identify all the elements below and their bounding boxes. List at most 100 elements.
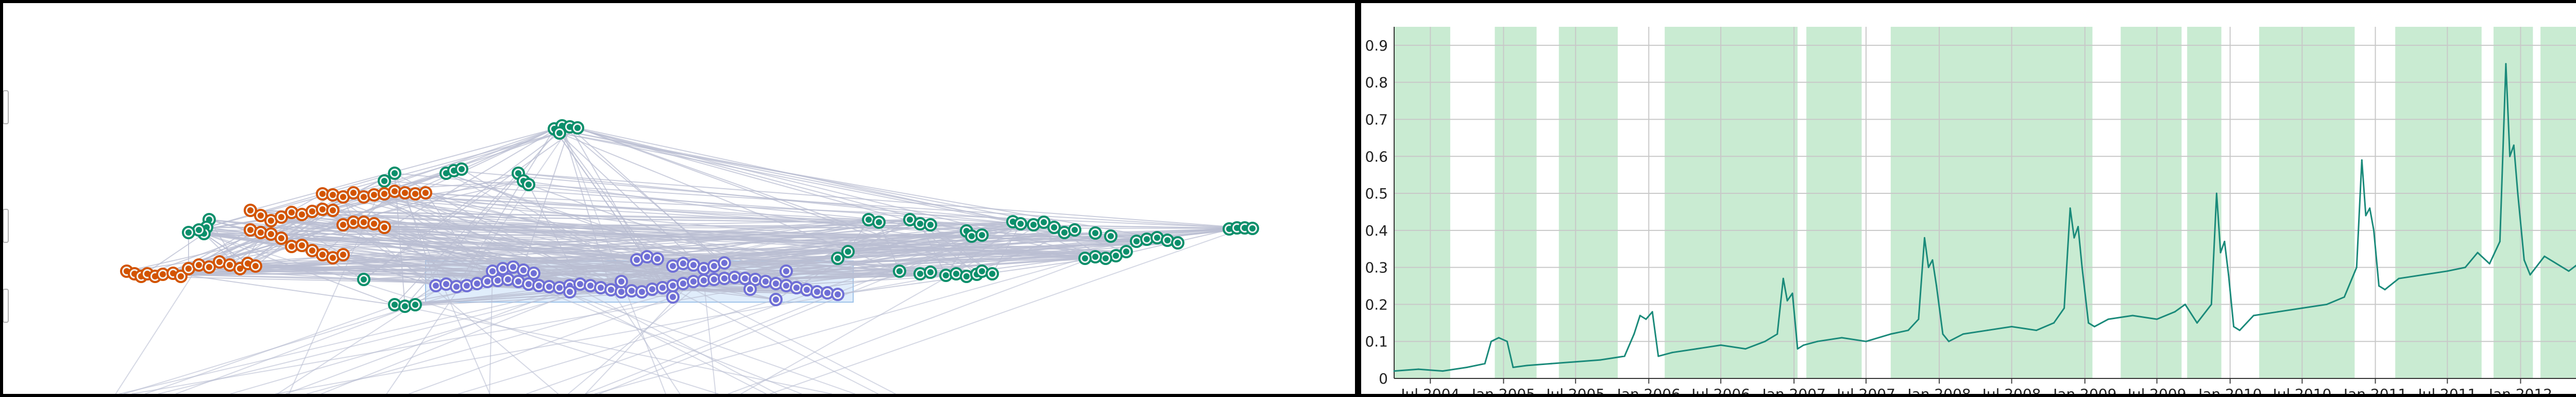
- node-core: [989, 271, 995, 277]
- x-tick-label: Jul 2009: [2127, 386, 2187, 394]
- data-point: [2355, 267, 2358, 269]
- graph-edge: [209, 242, 1178, 268]
- data-point: [2233, 325, 2235, 327]
- graph-edge: [526, 221, 1013, 394]
- graph-edge: [394, 191, 777, 394]
- node-core: [278, 235, 284, 241]
- data-point: [2277, 311, 2279, 313]
- node-core: [701, 266, 707, 272]
- node-core: [618, 278, 624, 285]
- graph-edge: [562, 125, 666, 394]
- node-core: [567, 289, 573, 295]
- graph-edge: [321, 285, 591, 394]
- node-core: [835, 255, 841, 261]
- data-point: [1931, 259, 1934, 261]
- graph-edge: [513, 223, 921, 268]
- data-point: [1696, 348, 1698, 350]
- node-core: [258, 212, 264, 219]
- node-core: [433, 283, 439, 289]
- x-tick-label: Jan 2006: [1616, 386, 1681, 394]
- data-point: [2011, 325, 2013, 327]
- node-core: [361, 276, 367, 283]
- zoom-in-control[interactable]: [3, 90, 9, 124]
- node-core: [495, 277, 501, 284]
- graph-edge: [703, 280, 717, 394]
- node-core: [443, 281, 449, 287]
- data-point: [1865, 340, 1867, 342]
- node-core: [484, 278, 490, 285]
- node-layer[interactable]: [120, 119, 1259, 313]
- node-core: [1092, 230, 1098, 236]
- data-point: [2509, 155, 2511, 157]
- shaded-period-0: [1394, 27, 1450, 378]
- graph-edge: [992, 223, 1021, 274]
- graph-edge: [384, 227, 802, 394]
- node-core: [289, 209, 295, 216]
- data-point: [2224, 240, 2226, 242]
- node-core: [510, 264, 516, 270]
- node-core: [474, 280, 480, 287]
- network-graph-panel[interactable]: [3, 3, 1355, 394]
- graph-edge: [240, 227, 1055, 269]
- data-point: [2252, 315, 2255, 317]
- node-core: [526, 281, 532, 287]
- graph-edge: [569, 126, 967, 231]
- node-core: [1113, 253, 1119, 259]
- node-core: [381, 224, 387, 230]
- graph-edge: [301, 214, 1253, 229]
- node-core: [237, 266, 243, 272]
- node-core: [927, 269, 934, 275]
- graph-edge: [945, 223, 1021, 276]
- node-core: [258, 229, 264, 236]
- reset-view-control[interactable]: [3, 289, 9, 323]
- graph-edge: [204, 233, 719, 394]
- graph-edge: [489, 271, 493, 394]
- node-core: [330, 207, 336, 213]
- node-core: [1123, 249, 1129, 255]
- data-point: [1490, 340, 1492, 342]
- data-point: [1599, 359, 1601, 361]
- data-point: [1506, 340, 1508, 342]
- graph-edge: [250, 210, 1127, 252]
- data-point: [1962, 333, 1964, 335]
- graph-edge: [188, 232, 653, 290]
- node-core: [690, 278, 697, 285]
- shaded-periods: [1394, 27, 2576, 378]
- data-point: [1907, 329, 1909, 332]
- graph-edge: [1012, 221, 1096, 257]
- node-core: [340, 194, 346, 200]
- data-point: [2422, 274, 2424, 276]
- node-core: [278, 214, 284, 220]
- node-core: [979, 232, 985, 238]
- data-point: [2156, 318, 2158, 320]
- node-core: [371, 221, 377, 227]
- shaded-period-3: [1665, 27, 1798, 378]
- graph-edge: [394, 304, 832, 394]
- data-point: [2053, 322, 2055, 324]
- data-point: [2505, 63, 2507, 65]
- data-point: [1550, 362, 1552, 365]
- zoom-out-control[interactable]: [3, 209, 9, 243]
- node-core: [350, 190, 357, 196]
- node-core: [721, 275, 727, 282]
- graph-edge: [569, 126, 921, 224]
- node-core: [732, 274, 738, 280]
- node-core: [392, 188, 398, 194]
- node-core: [1154, 235, 1160, 241]
- data-point: [2093, 325, 2095, 327]
- node-core: [556, 130, 563, 136]
- node-core: [598, 285, 604, 291]
- node-core: [526, 181, 532, 188]
- node-core: [711, 263, 717, 269]
- data-point: [2077, 226, 2079, 228]
- data-point: [2081, 267, 2083, 269]
- node-core: [160, 271, 166, 277]
- node-core: [1018, 221, 1024, 227]
- node-core: [268, 218, 274, 224]
- shaded-period-4: [1806, 27, 1862, 378]
- node-core: [680, 260, 686, 267]
- node-core: [670, 294, 676, 300]
- network-graph[interactable]: [3, 3, 1355, 394]
- y-tick-label: 0.3: [1365, 259, 1388, 276]
- node-core: [299, 211, 305, 218]
